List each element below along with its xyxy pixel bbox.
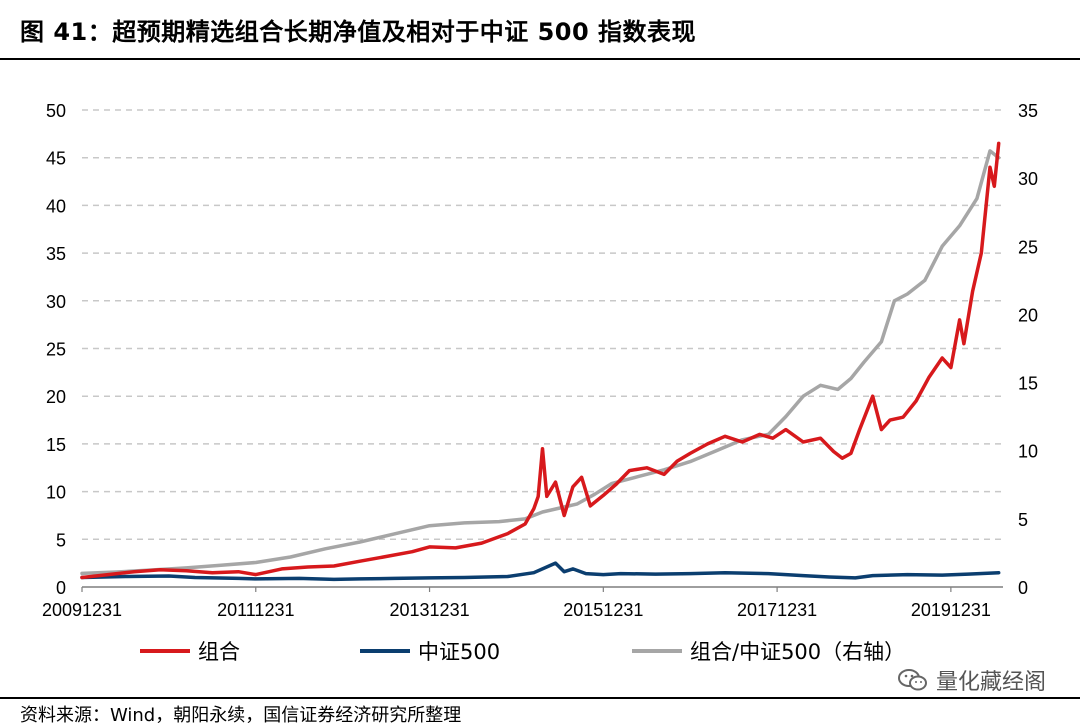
y-right-tick-label: 35 bbox=[1018, 101, 1038, 121]
figure-title: 图 41：超预期精选组合长期净值及相对于中证 500 指数表现 bbox=[20, 18, 697, 46]
legend-label: 组合/中证500（右轴） bbox=[690, 640, 905, 664]
legend-label: 中证500 bbox=[418, 640, 500, 664]
y-left-tick-label: 5 bbox=[56, 530, 66, 550]
y-left-tick-label: 30 bbox=[46, 292, 66, 312]
y-left-tick-label: 45 bbox=[46, 149, 66, 169]
watermark: 量化藏经阁 bbox=[897, 664, 1046, 696]
y-right-tick-label: 5 bbox=[1018, 510, 1028, 530]
title-bar: 图 41：超预期精选组合长期净值及相对于中证 500 指数表现 bbox=[0, 0, 1080, 60]
y-right-tick-label: 30 bbox=[1018, 169, 1038, 189]
y-right-tick-label: 20 bbox=[1018, 305, 1038, 325]
y-left-tick-label: 35 bbox=[46, 244, 66, 264]
title-divider bbox=[0, 58, 1080, 60]
series-line bbox=[80, 561, 1001, 582]
x-tick-label: 20091231 bbox=[42, 600, 122, 620]
y-right-tick-label: 0 bbox=[1018, 578, 1028, 598]
wechat-icon bbox=[897, 669, 927, 691]
y-left-tick-label: 50 bbox=[46, 101, 66, 121]
series-line bbox=[80, 141, 1001, 580]
y-right-tick-label: 15 bbox=[1018, 374, 1038, 394]
y-left-tick-label: 10 bbox=[46, 483, 66, 503]
chart: 0 5 10 15 20 25 30 35 40 45 50 0 5 10 15 20 25 30 35 200912… bbox=[42, 101, 1038, 664]
x-tick-label: 20131231 bbox=[390, 600, 470, 620]
legend-label: 组合 bbox=[198, 640, 240, 664]
x-tick-label: 20171231 bbox=[737, 600, 817, 620]
y-right-tick-label: 25 bbox=[1018, 237, 1038, 257]
y-left-tick-label: 0 bbox=[56, 578, 66, 598]
y-right-tick-label: 10 bbox=[1018, 442, 1038, 462]
y-left-tick-label: 20 bbox=[46, 387, 66, 407]
series-line bbox=[80, 149, 1001, 576]
x-tick-label: 20151231 bbox=[563, 600, 643, 620]
x-tick-label: 20191231 bbox=[911, 600, 991, 620]
x-tick-label: 20111231 bbox=[217, 600, 294, 620]
y-left-tick-label: 25 bbox=[46, 340, 66, 360]
source-note: 资料来源：Wind，朝阳永续，国信证券经济研究所整理 bbox=[20, 705, 462, 726]
y-left-tick-label: 15 bbox=[46, 435, 66, 455]
y-left-tick-label: 40 bbox=[46, 196, 66, 216]
watermark-text: 量化藏经阁 bbox=[935, 670, 1046, 695]
source-divider bbox=[0, 697, 1080, 699]
